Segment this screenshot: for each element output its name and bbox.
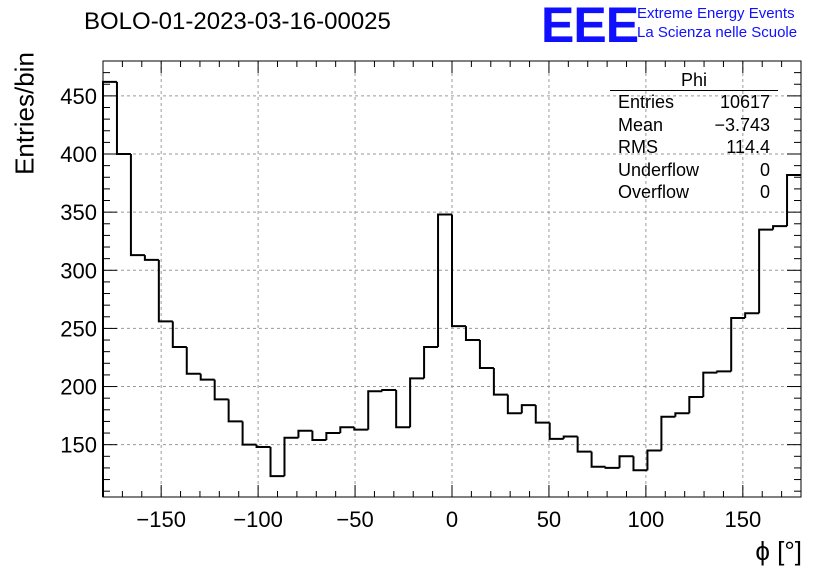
histogram-bin [409, 377, 425, 428]
histogram-bin [492, 367, 508, 396]
histogram-bin [604, 466, 620, 469]
stats-label: RMS [618, 137, 658, 157]
y-tick-label: 150 [60, 433, 97, 458]
histogram-bin [171, 321, 187, 349]
y-tick-label: 250 [60, 316, 97, 341]
stats-box: Phi Entries 10617 Mean −3.743 RMS 114.4 Und… [610, 70, 778, 204]
histogram-bin [157, 259, 173, 323]
histogram-bin [590, 451, 606, 468]
histogram-bin [297, 429, 313, 438]
histogram-bin [506, 394, 522, 415]
stats-value: −3.743 [714, 114, 770, 135]
x-tick-label: −50 [336, 507, 373, 532]
stats-label: Mean [618, 114, 664, 135]
stats-row-overflow: Overflow 0 [610, 181, 778, 204]
stats-value: 0 [759, 159, 770, 180]
logo-line-1: Extreme Energy Events [637, 5, 795, 22]
y-tick-label: 300 [60, 258, 97, 283]
stats-row-underflow: Underflow 0 [610, 159, 778, 182]
histogram-bin [102, 80, 117, 497]
x-tick-label: 100 [628, 507, 665, 532]
stats-row-mean: Mean −3.743 [610, 114, 778, 137]
histogram-bin [618, 455, 634, 468]
histogram-bin [744, 312, 760, 318]
histogram-bin [367, 390, 383, 430]
histogram-bin [241, 421, 257, 446]
stats-value: 0 [759, 182, 770, 202]
y-axis-label: Entries/bin [9, 52, 40, 175]
histogram-bin [646, 449, 662, 471]
x-tick-label: 50 [537, 507, 561, 532]
eee-logo: EEE [541, 0, 639, 53]
histogram-bin [464, 326, 480, 342]
histogram-bin [716, 370, 732, 373]
histogram-bin [395, 390, 411, 429]
x-axis-label: ϕ [°] [755, 536, 802, 566]
histogram-bin [353, 427, 369, 431]
histogram-bin [115, 81, 131, 156]
histogram-bin [199, 373, 215, 381]
stats-row-entries: Entries 10617 [610, 91, 778, 114]
histogram-bin [381, 389, 397, 392]
histogram-bin [255, 444, 271, 449]
stats-value: 114.4 [726, 137, 770, 157]
histogram-bin [311, 430, 327, 442]
y-tick-label: 450 [60, 84, 97, 109]
x-tick-label: −100 [233, 507, 283, 532]
histogram-bin [688, 396, 704, 414]
histogram-bins [102, 80, 801, 497]
stats-label: Underflow [618, 159, 700, 180]
histogram-bin [339, 426, 355, 434]
histogram-bin [451, 214, 466, 328]
y-axis-ticks: 150 200 250 300 350 400 450 [60, 60, 801, 492]
histogram-bin [185, 347, 201, 375]
histogram-bin [772, 225, 788, 230]
histogram-bin [423, 346, 439, 379]
y-tick-label: 200 [60, 375, 97, 400]
y-tick-label: 350 [60, 200, 97, 225]
histogram-bin [674, 412, 690, 417]
histogram-bin [325, 432, 341, 441]
histogram-bin [576, 436, 592, 453]
histogram-bin [213, 379, 229, 401]
histogram-bin [548, 422, 564, 440]
chart-title: BOLO-01-2023-03-16-00025 [84, 8, 391, 35]
eee-logo-text: Extreme Energy Events La Scienza nelle S… [637, 4, 797, 42]
histogram-bin [534, 405, 550, 424]
histogram-bin [660, 415, 676, 451]
stats-value: 10617 [719, 92, 770, 112]
histogram-bin [478, 340, 494, 369]
logo-line-2: La Scienza nelle Scuole [637, 24, 798, 41]
grid-lines [103, 61, 801, 497]
stats-title: Phi [610, 70, 778, 91]
histogram-bin [437, 213, 452, 348]
stats-label: Entries [618, 92, 675, 112]
histogram-bin [269, 447, 285, 478]
y-tick-label: 400 [60, 142, 97, 167]
x-axis-ticks: −150 −100 −50 0 50 100 150 [102, 61, 802, 532]
histogram-bin [730, 316, 746, 372]
histogram-bin [758, 228, 774, 314]
x-tick-label: −150 [136, 507, 186, 532]
stats-row-rms: RMS 114.4 [610, 136, 778, 159]
histogram-bin [283, 436, 299, 477]
x-tick-label: 150 [724, 507, 761, 532]
histogram-bin [129, 154, 145, 257]
histogram-bin [702, 371, 718, 398]
x-tick-label: 0 [446, 507, 458, 532]
histogram-bin [632, 456, 648, 472]
histogram-bin [520, 404, 536, 414]
histogram-bin [227, 399, 243, 423]
histogram-bin [562, 435, 578, 439]
histogram-bin [786, 173, 801, 227]
stats-label: Overflow [618, 182, 690, 202]
histogram-bin [143, 255, 159, 261]
